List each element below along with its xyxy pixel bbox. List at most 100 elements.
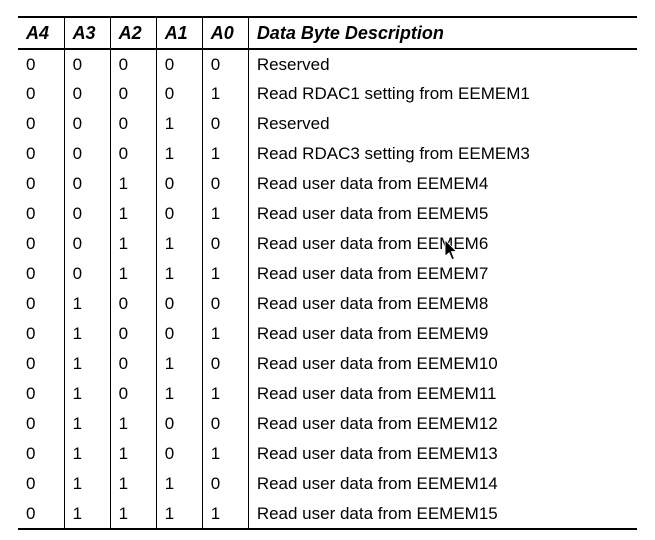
bit-cell: 0 [18,139,64,169]
bit-cell: 0 [64,139,110,169]
bit-cell: 0 [18,439,64,469]
bit-cell: 0 [18,229,64,259]
table-row: 00111Read user data from EEMEM7 [18,259,637,289]
bit-cell: 0 [202,289,248,319]
bit-cell: 1 [64,409,110,439]
bit-cell: 1 [64,349,110,379]
bit-cell: 1 [110,409,156,439]
bit-cell: 1 [110,469,156,499]
description-cell: Read user data from EEMEM4 [248,169,637,199]
bit-cell: 1 [64,499,110,529]
bit-cell: 1 [156,229,202,259]
table-row: 01100Read user data from EEMEM12 [18,409,637,439]
bit-cell: 0 [110,379,156,409]
col-header-a2: A2 [110,17,156,49]
bit-cell: 0 [110,349,156,379]
bit-cell: 0 [110,289,156,319]
bit-cell: 1 [202,379,248,409]
bit-cell: 0 [18,289,64,319]
bit-cell: 0 [64,109,110,139]
table-row: 00000Reserved [18,49,637,79]
description-cell: Read user data from EEMEM7 [248,259,637,289]
bit-cell: 1 [156,139,202,169]
page: A4A3A2A1A0Data Byte Description 00000Res… [0,0,655,540]
bit-cell: 1 [64,319,110,349]
bit-cell: 0 [18,349,64,379]
description-cell: Read user data from EEMEM6 [248,229,637,259]
col-header-data-byte-description: Data Byte Description [248,17,637,49]
bit-cell: 1 [202,79,248,109]
bit-cell: 1 [110,439,156,469]
bit-cell: 0 [202,229,248,259]
bit-cell: 0 [18,499,64,529]
table-row: 01001Read user data from EEMEM9 [18,319,637,349]
bit-cell: 1 [64,469,110,499]
address-table: A4A3A2A1A0Data Byte Description 00000Res… [18,16,637,530]
bit-cell: 0 [156,199,202,229]
bit-cell: 0 [156,79,202,109]
table-row: 01000Read user data from EEMEM8 [18,289,637,319]
table-body: 00000Reserved00001Read RDAC1 setting fro… [18,49,637,529]
bit-cell: 0 [18,469,64,499]
bit-cell: 0 [64,49,110,79]
bit-cell: 1 [156,499,202,529]
table-row: 01011Read user data from EEMEM11 [18,379,637,409]
bit-cell: 1 [202,319,248,349]
bit-cell: 0 [64,79,110,109]
bit-cell: 0 [156,439,202,469]
bit-cell: 0 [110,49,156,79]
bit-cell: 0 [156,289,202,319]
bit-cell: 0 [18,199,64,229]
bit-cell: 0 [110,319,156,349]
bit-cell: 1 [64,289,110,319]
bit-cell: 1 [156,259,202,289]
table-row: 00100Read user data from EEMEM4 [18,169,637,199]
bit-cell: 1 [110,499,156,529]
col-header-a4: A4 [18,17,64,49]
bit-cell: 1 [202,199,248,229]
table-header-row: A4A3A2A1A0Data Byte Description [18,17,637,49]
bit-cell: 1 [64,379,110,409]
description-cell: Reserved [248,49,637,79]
bit-cell: 1 [110,199,156,229]
bit-cell: 0 [110,79,156,109]
table-row: 00110Read user data from EEMEM6 [18,229,637,259]
bit-cell: 1 [110,169,156,199]
bit-cell: 1 [110,259,156,289]
bit-cell: 1 [64,439,110,469]
bit-cell: 0 [156,409,202,439]
bit-cell: 0 [202,409,248,439]
bit-cell: 0 [110,109,156,139]
bit-cell: 0 [18,319,64,349]
table-row: 01110Read user data from EEMEM14 [18,469,637,499]
bit-cell: 0 [202,169,248,199]
col-header-a0: A0 [202,17,248,49]
table-row: 00011Read RDAC3 setting from EEMEM3 [18,139,637,169]
col-header-a1: A1 [156,17,202,49]
bit-cell: 1 [202,499,248,529]
bit-cell: 1 [156,109,202,139]
bit-cell: 1 [202,259,248,289]
bit-cell: 0 [156,169,202,199]
description-cell: Read user data from EEMEM15 [248,499,637,529]
bit-cell: 1 [202,439,248,469]
description-cell: Read user data from EEMEM9 [248,319,637,349]
description-cell: Read RDAC3 setting from EEMEM3 [248,139,637,169]
bit-cell: 0 [202,109,248,139]
bit-cell: 0 [18,169,64,199]
bit-cell: 1 [110,229,156,259]
bit-cell: 0 [64,169,110,199]
description-cell: Read RDAC1 setting from EEMEM1 [248,79,637,109]
bit-cell: 0 [18,259,64,289]
description-cell: Read user data from EEMEM12 [248,409,637,439]
bit-cell: 0 [64,199,110,229]
bit-cell: 1 [156,349,202,379]
table-row: 01010Read user data from EEMEM10 [18,349,637,379]
bit-cell: 0 [64,259,110,289]
bit-cell: 0 [18,49,64,79]
table-row: 01111Read user data from EEMEM15 [18,499,637,529]
description-cell: Read user data from EEMEM8 [248,289,637,319]
bit-cell: 0 [202,469,248,499]
bit-cell: 0 [18,79,64,109]
bit-cell: 0 [156,49,202,79]
